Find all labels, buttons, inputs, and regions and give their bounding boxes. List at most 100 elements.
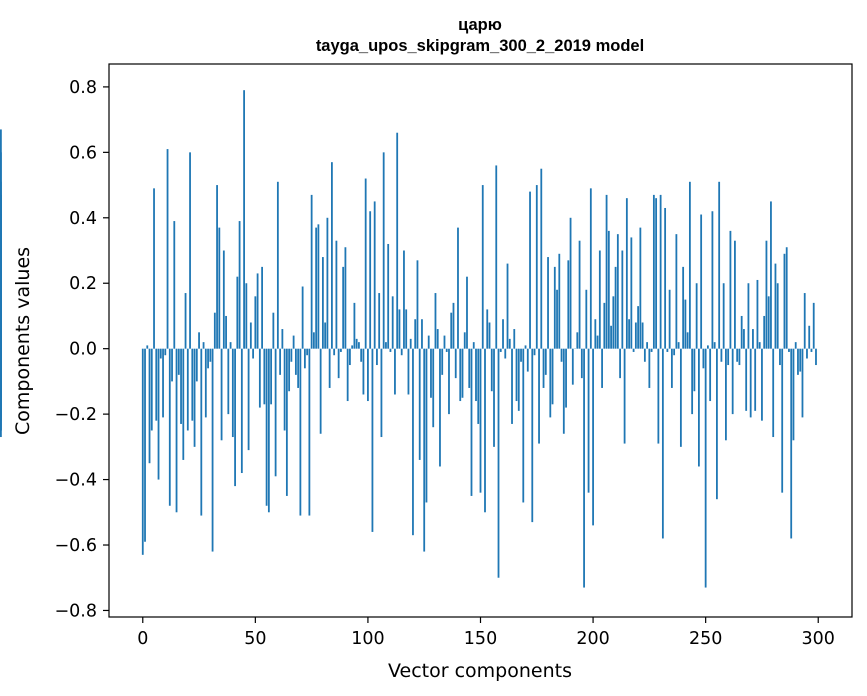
bar (445, 348, 448, 352)
bar (761, 348, 763, 421)
bar (394, 348, 396, 395)
bar (249, 322, 252, 349)
bar (294, 348, 297, 375)
y-axis: −0.8 −0.6 −0.4 −0.2 0.0 0.2 0.4 0.6 0.8 (55, 78, 109, 621)
bar (580, 348, 583, 379)
bar (691, 348, 694, 415)
bar (560, 348, 563, 362)
bar (423, 348, 426, 552)
y-tick-label: −0.2 (55, 405, 98, 425)
bar (207, 348, 209, 369)
bar (407, 348, 410, 395)
bar (252, 348, 254, 359)
bar (326, 217, 329, 349)
bar (240, 348, 243, 474)
bar (562, 348, 565, 434)
bar (454, 348, 457, 379)
bar (360, 348, 363, 362)
bar (202, 342, 205, 349)
bar (544, 348, 547, 375)
y-tick-label: −0.4 (55, 471, 98, 491)
bar (752, 329, 754, 349)
bar (272, 312, 275, 349)
bar (200, 348, 203, 516)
bar (340, 348, 342, 352)
bar (670, 348, 673, 388)
bar (364, 178, 367, 349)
bar (234, 348, 236, 487)
bar (727, 348, 730, 366)
bar (605, 194, 608, 349)
bar (324, 322, 327, 349)
bar (567, 260, 570, 349)
bar (776, 283, 779, 349)
bar (628, 319, 630, 349)
bar (186, 348, 189, 431)
bar (598, 250, 601, 349)
bar (470, 348, 473, 496)
bar (425, 348, 428, 503)
bar (488, 322, 491, 349)
bar (652, 194, 655, 349)
bar (168, 348, 171, 506)
x-axis-label: Vector components (388, 660, 572, 682)
bar (788, 348, 790, 352)
bar (389, 348, 392, 352)
bar (526, 348, 529, 372)
bar (0, 214, 2, 349)
bar (801, 348, 804, 418)
bar (209, 348, 212, 362)
bar (490, 348, 493, 392)
bar (355, 338, 358, 349)
bar (457, 227, 459, 349)
bar (421, 319, 423, 349)
bar (182, 348, 185, 460)
bar (412, 348, 414, 536)
bar (443, 335, 446, 349)
bar (612, 296, 615, 349)
bar (803, 293, 806, 349)
bar (781, 348, 784, 493)
bar (274, 348, 277, 477)
bar (227, 348, 230, 415)
bar (254, 296, 257, 349)
bar (193, 348, 196, 447)
bar (243, 90, 245, 349)
bar (153, 188, 155, 349)
bar (211, 348, 214, 552)
bar (391, 296, 394, 349)
bar (180, 348, 182, 424)
bar (745, 348, 748, 411)
bar (535, 185, 538, 349)
bar (621, 250, 624, 349)
bar (279, 348, 282, 375)
bar (292, 335, 295, 349)
bar (704, 348, 707, 588)
bar (675, 234, 678, 349)
bar (790, 348, 793, 539)
bar (716, 348, 718, 500)
bar (553, 266, 556, 349)
y-tick-label: 0.6 (69, 143, 97, 163)
bar (191, 348, 194, 421)
bar (396, 132, 399, 349)
bar (747, 283, 750, 349)
bar (468, 348, 471, 388)
bar (614, 266, 617, 349)
bar (634, 322, 637, 349)
bar (380, 348, 383, 438)
bar (484, 348, 486, 513)
bar (351, 345, 354, 349)
bar (639, 227, 642, 349)
bar (524, 345, 527, 349)
bar (270, 348, 273, 405)
y-axis-label: Components values (12, 247, 34, 435)
bar (511, 348, 513, 424)
bar (718, 181, 721, 349)
bar (184, 293, 187, 349)
y-tick-label: −0.8 (55, 601, 98, 621)
bar (664, 207, 667, 349)
bar (175, 348, 178, 513)
bar (333, 348, 336, 356)
